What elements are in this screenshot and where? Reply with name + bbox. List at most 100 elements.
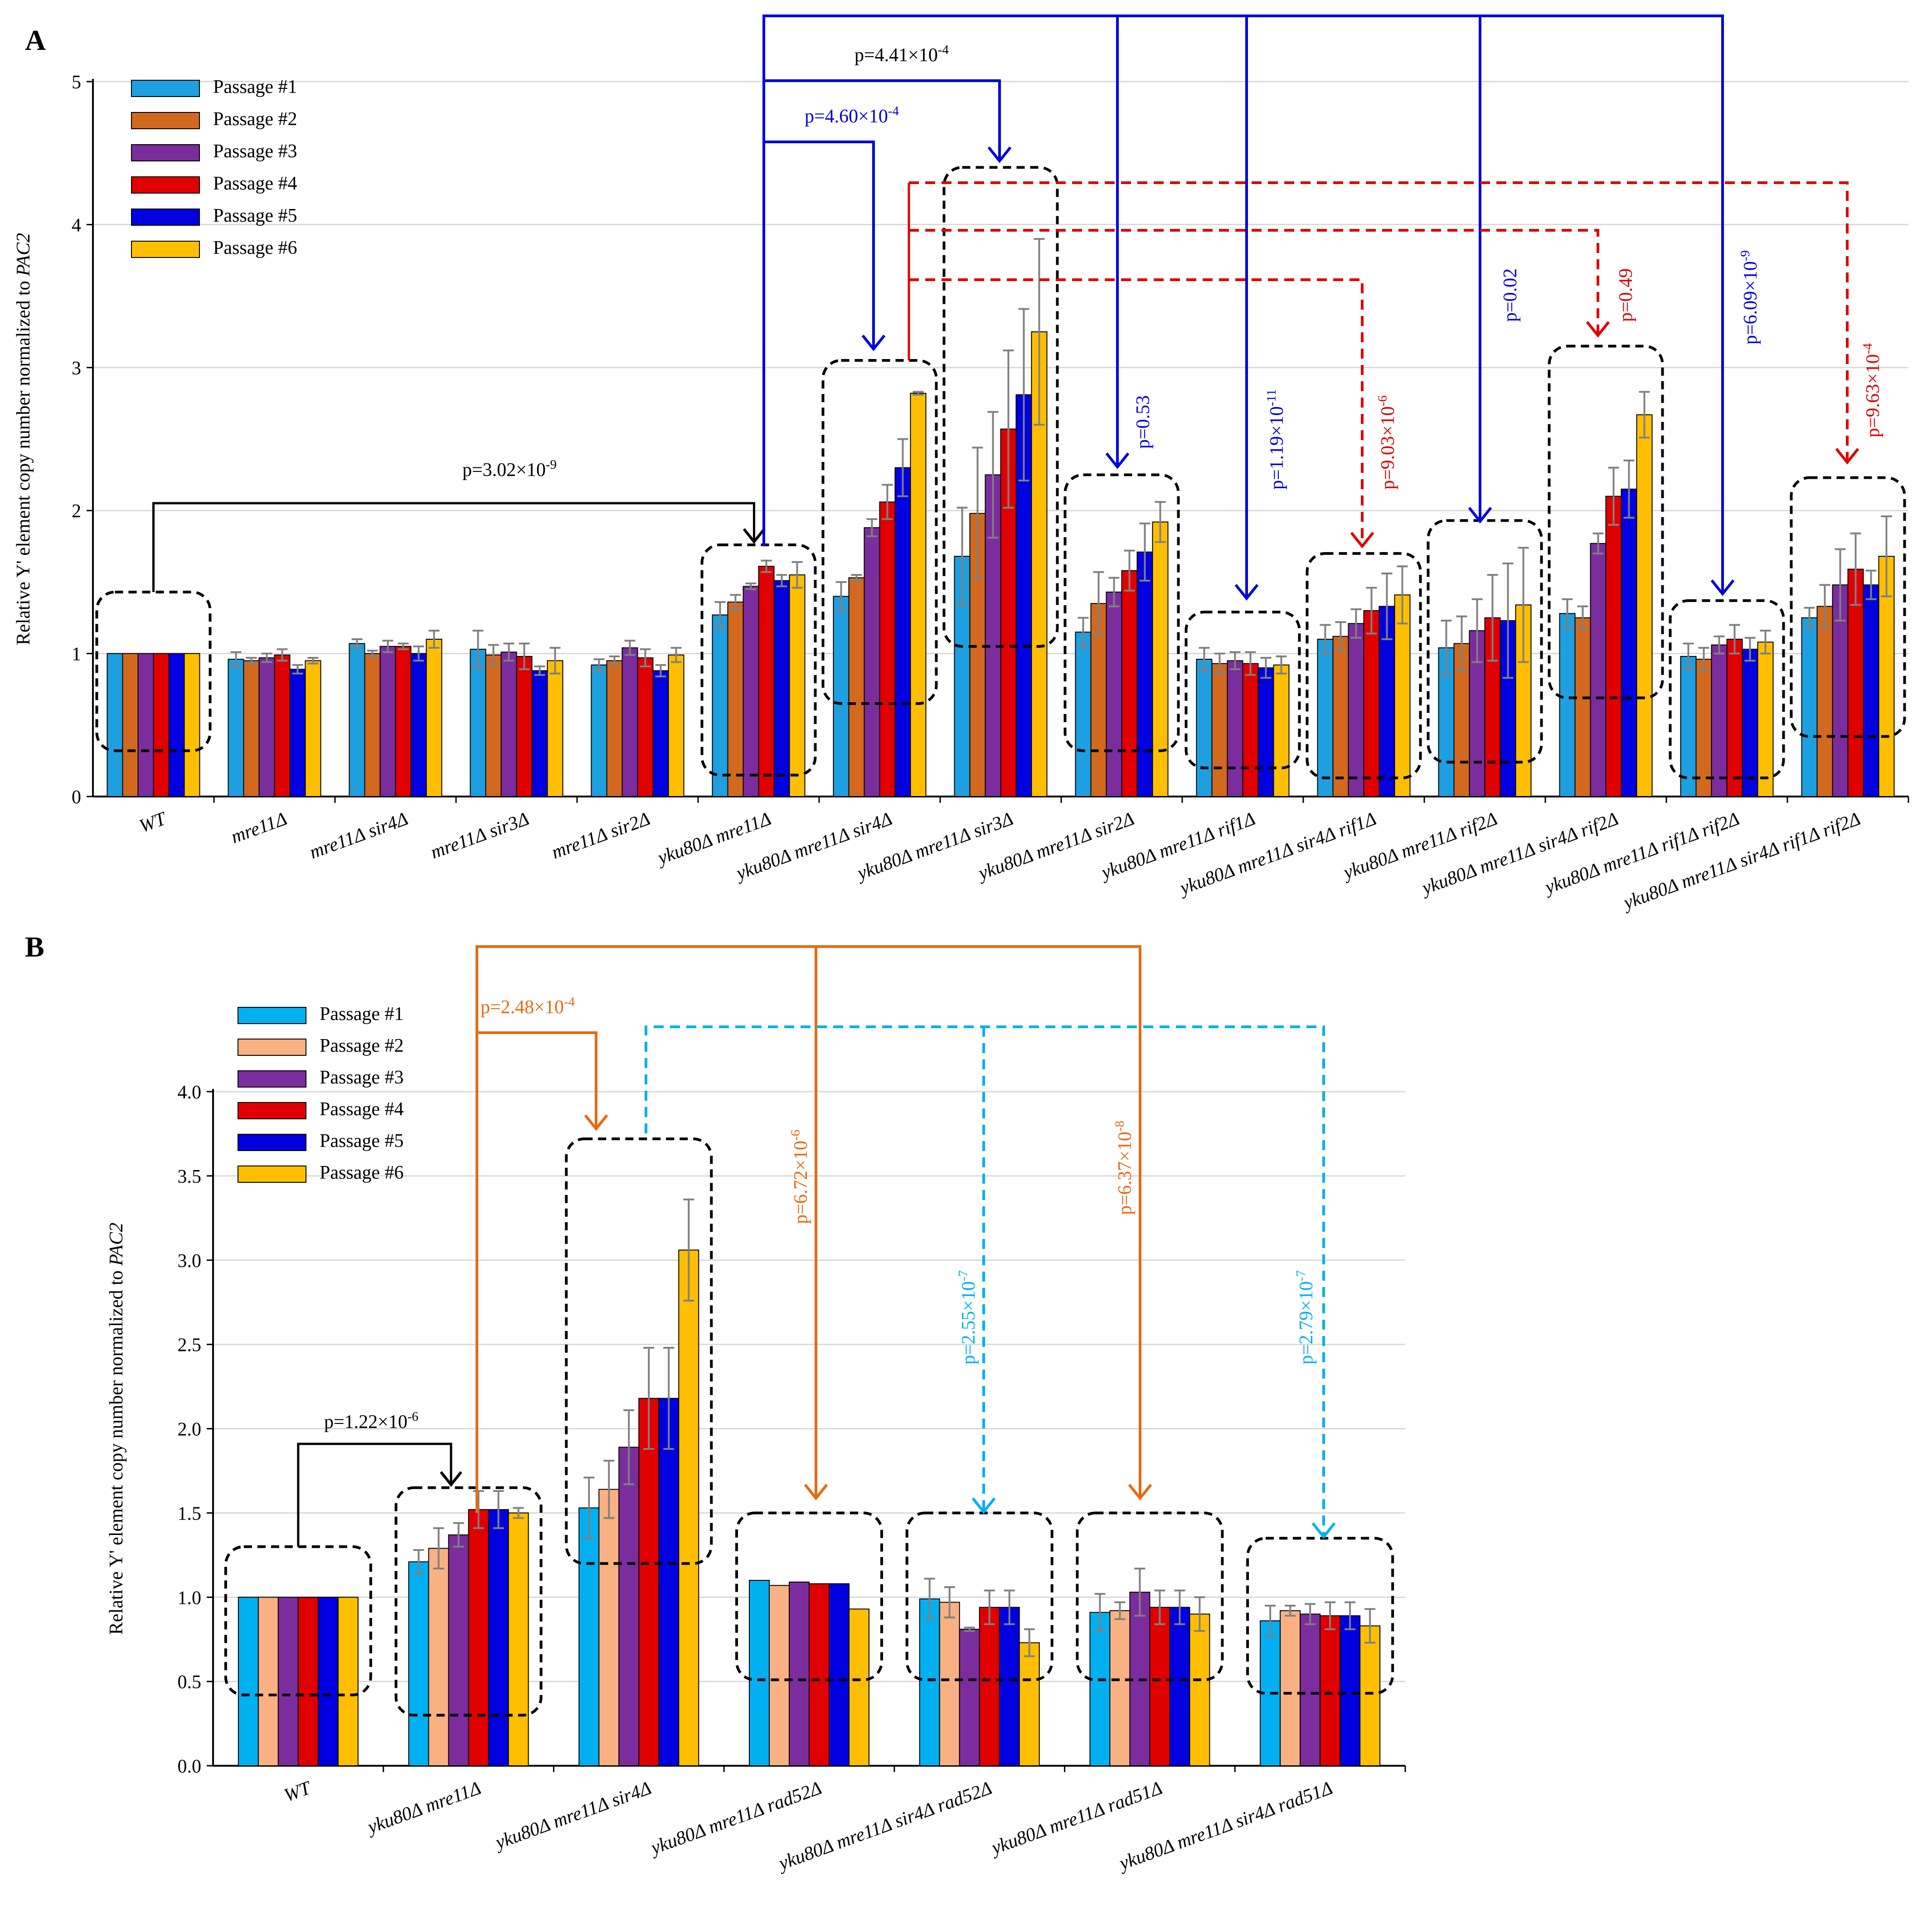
bar <box>769 1585 790 1767</box>
bar <box>1300 1613 1321 1767</box>
y-tick-label: 3.0 <box>178 1251 202 1272</box>
legend-entry: Passage #6 <box>213 238 297 258</box>
bar <box>122 653 139 797</box>
y-tick-label: 0.0 <box>178 1756 202 1777</box>
bar <box>1605 495 1622 797</box>
arrow-head <box>1234 584 1259 601</box>
category-label: mre11Δ sir3Δ <box>428 808 532 863</box>
legend-entry: Passage #4 <box>320 1099 403 1120</box>
bar <box>979 1607 1000 1766</box>
p-value-label: p=9.63×10-4 <box>1860 343 1883 437</box>
legend-entry: Passage #2 <box>320 1035 403 1056</box>
arrow-head <box>440 1471 462 1487</box>
arrow-head <box>1586 321 1610 338</box>
connector-line <box>477 1031 597 1129</box>
bar <box>1680 656 1697 797</box>
y-tick-label: 0 <box>72 787 81 808</box>
bar <box>743 586 759 797</box>
bar <box>864 527 880 797</box>
p-value-text: p=1.19×10 <box>1267 406 1287 490</box>
legend-entry: Passage #6 <box>320 1162 403 1183</box>
legend-entry: Passage #5 <box>320 1131 403 1151</box>
p-value-text: p=3.02×10 <box>462 460 546 481</box>
panel-label: A <box>25 24 46 56</box>
p-value-label: p=9.03×10-6 <box>1375 395 1398 490</box>
category-label: mre11Δ sir4Δ <box>307 808 411 863</box>
p-value-text: p=6.72×10 <box>791 1141 811 1224</box>
bar <box>488 1509 509 1766</box>
bar <box>1801 617 1818 797</box>
bar <box>789 1581 810 1766</box>
bar <box>621 647 638 797</box>
bar <box>1227 660 1243 797</box>
bar <box>1109 1610 1131 1766</box>
bar <box>153 653 170 797</box>
bar <box>305 660 321 797</box>
category-label: WT <box>136 808 170 837</box>
y-tick-label: 5 <box>72 72 81 93</box>
p-value-text: p=9.03×10 <box>1378 406 1398 490</box>
p-value-label: p=6.09×10-9 <box>1738 250 1761 345</box>
bar <box>508 1512 529 1766</box>
bar <box>277 1597 299 1766</box>
bar <box>1863 584 1879 797</box>
bar <box>939 1602 960 1767</box>
category-label: WT <box>282 1777 315 1806</box>
p-value-label: p=6.72×10-6 <box>788 1130 811 1224</box>
p-value-text: p=9.63×10 <box>1863 354 1883 437</box>
legend-entry: Passage #5 <box>213 205 297 226</box>
y-axis-label-italic: PAC2 <box>106 1223 127 1266</box>
bar <box>789 574 806 797</box>
p-value-label: p=4.60×10-4 <box>805 104 899 127</box>
group-outline-box <box>942 166 1059 648</box>
p-value-text: p=2.79×10 <box>1296 1281 1317 1365</box>
arrow-head <box>1128 1484 1152 1501</box>
p-value-exponent: -4 <box>1860 343 1875 354</box>
p-value-text: p=6.37×10 <box>1115 1132 1136 1215</box>
bar <box>578 1507 600 1766</box>
legend-swatch <box>238 1007 306 1024</box>
p-value-label: p=1.19×10-11 <box>1264 389 1287 490</box>
bar <box>1211 663 1228 797</box>
bar <box>638 1398 660 1766</box>
bar <box>238 1597 259 1766</box>
connector-line <box>909 181 1849 462</box>
bar <box>364 653 381 797</box>
bar <box>468 1509 489 1766</box>
p-value-exponent: -9 <box>546 457 557 472</box>
legend-entry: Passage #4 <box>213 173 297 194</box>
group-outline-box <box>735 1511 883 1681</box>
p-value-text: p=4.60×10 <box>805 106 888 127</box>
p-value-exponent: -6 <box>788 1130 803 1141</box>
y-tick-label: 1.5 <box>178 1503 202 1524</box>
group-outline-box <box>1246 1537 1394 1695</box>
group-outline-box <box>1076 1511 1224 1681</box>
group-outline-box <box>95 590 212 753</box>
bar <box>1106 591 1122 797</box>
connector-line <box>476 945 1141 1513</box>
p-value-label: p=4.41×10-4 <box>854 43 949 66</box>
category-label: yku80Δ mre11Δ rif1Δ rif2Δ <box>1541 808 1742 899</box>
bar <box>658 1398 680 1766</box>
bar <box>652 670 669 797</box>
bar <box>637 657 654 797</box>
p-value-exponent: -6 <box>408 1409 418 1424</box>
legend-swatch <box>238 1070 306 1088</box>
p-value-label: p=2.48×10-4 <box>481 995 575 1018</box>
bar <box>1742 649 1758 797</box>
bar <box>428 1548 449 1766</box>
bar <box>1136 551 1153 797</box>
bar <box>1189 1613 1210 1767</box>
legend-swatch <box>131 176 200 194</box>
y-tick-label: 4 <box>72 215 81 236</box>
panel-b: 0.0 0.5 1.0 1.5 2.0 2.5 3.0 3.5 4.0 Relative Y' e… <box>25 931 1406 1875</box>
bar <box>1363 610 1380 797</box>
bar <box>1152 521 1169 797</box>
bar <box>712 614 728 797</box>
p-value-text: p=2.55×10 <box>958 1281 979 1365</box>
bar <box>516 656 533 797</box>
bar <box>678 1249 699 1767</box>
bar <box>849 1608 869 1766</box>
arrow-head <box>1468 507 1492 524</box>
legend-entry: Passage #1 <box>320 1004 403 1025</box>
